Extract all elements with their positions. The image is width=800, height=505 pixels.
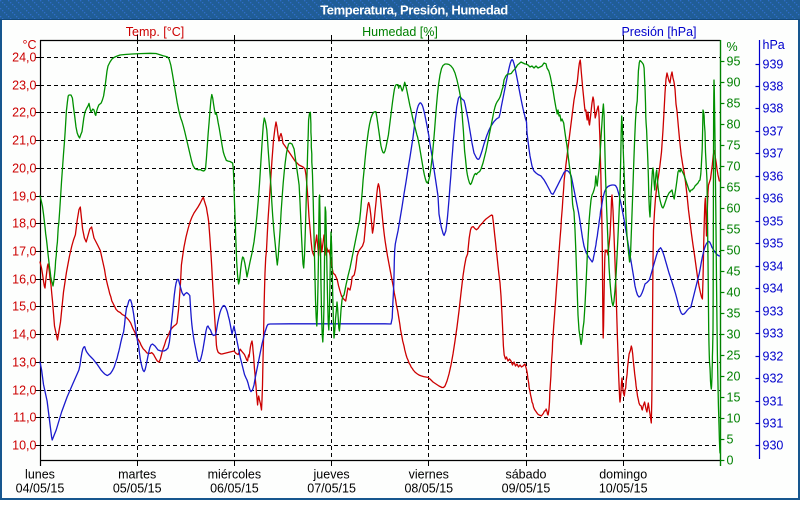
svg-text:10/05/15: 10/05/15 xyxy=(599,482,648,496)
svg-text:930: 930 xyxy=(763,439,784,453)
svg-text:11,0: 11,0 xyxy=(13,411,36,425)
svg-text:80: 80 xyxy=(727,118,741,132)
svg-text:15,0: 15,0 xyxy=(12,300,36,314)
svg-text:95: 95 xyxy=(727,55,741,69)
svg-text:0: 0 xyxy=(727,454,734,468)
svg-text:55: 55 xyxy=(727,223,741,237)
svg-text:16,0: 16,0 xyxy=(12,273,36,287)
svg-text:08/05/15: 08/05/15 xyxy=(404,482,453,496)
svg-text:933: 933 xyxy=(763,305,784,319)
svg-text:05/05/15: 05/05/15 xyxy=(113,482,162,496)
svg-text:Temp. [°C]: Temp. [°C] xyxy=(126,25,184,39)
svg-text:22,0: 22,0 xyxy=(12,106,36,120)
svg-text:14,0: 14,0 xyxy=(12,328,36,342)
svg-text:935: 935 xyxy=(763,215,784,229)
svg-text:06/05/15: 06/05/15 xyxy=(210,482,259,496)
svg-text:15: 15 xyxy=(727,391,741,405)
svg-text:70: 70 xyxy=(727,160,741,174)
svg-text:domingo: domingo xyxy=(599,468,647,482)
svg-text:5: 5 xyxy=(727,433,734,447)
svg-text:viernes: viernes xyxy=(409,468,449,482)
svg-text:sábado: sábado xyxy=(505,468,546,482)
svg-text:75: 75 xyxy=(727,139,741,153)
svg-text:45: 45 xyxy=(727,265,741,279)
svg-text:18,0: 18,0 xyxy=(12,217,36,231)
svg-text:30: 30 xyxy=(727,328,741,342)
svg-text:40: 40 xyxy=(727,286,741,300)
svg-text:932: 932 xyxy=(763,350,784,364)
svg-text:25: 25 xyxy=(727,349,741,363)
svg-text:jueves: jueves xyxy=(313,468,350,482)
svg-text:934: 934 xyxy=(763,282,784,296)
svg-text:20: 20 xyxy=(727,370,741,384)
svg-text:Presión [hPa]: Presión [hPa] xyxy=(621,25,696,39)
svg-text:lunes: lunes xyxy=(25,468,55,482)
svg-text:35: 35 xyxy=(727,307,741,321)
svg-text:19,0: 19,0 xyxy=(12,190,36,204)
svg-text:937: 937 xyxy=(763,147,784,161)
svg-text:%: % xyxy=(727,40,738,54)
svg-text:60: 60 xyxy=(727,202,741,216)
svg-text:939: 939 xyxy=(763,58,784,72)
svg-text:24,0: 24,0 xyxy=(12,51,36,65)
svg-text:17,0: 17,0 xyxy=(12,245,36,259)
svg-text:Temperatura, Presión, Humedad: Temperatura, Presión, Humedad xyxy=(320,3,508,18)
svg-text:09/05/15: 09/05/15 xyxy=(502,482,551,496)
svg-text:Humedad [%]: Humedad [%] xyxy=(362,25,438,39)
svg-text:23,0: 23,0 xyxy=(12,79,36,93)
svg-text:miércoles: miércoles xyxy=(208,468,262,482)
svg-text:938: 938 xyxy=(763,102,784,116)
svg-text:50: 50 xyxy=(727,244,741,258)
svg-text:martes: martes xyxy=(118,468,156,482)
svg-text:°C: °C xyxy=(22,38,36,52)
svg-text:936: 936 xyxy=(763,170,784,184)
svg-text:934: 934 xyxy=(763,260,784,274)
svg-text:90: 90 xyxy=(727,76,741,90)
svg-text:21,0: 21,0 xyxy=(12,134,36,148)
svg-text:85: 85 xyxy=(727,97,741,111)
svg-text:07/05/15: 07/05/15 xyxy=(307,482,356,496)
svg-text:937: 937 xyxy=(763,125,784,139)
svg-text:931: 931 xyxy=(763,395,784,409)
svg-text:10,0: 10,0 xyxy=(12,439,36,453)
svg-text:10: 10 xyxy=(727,412,741,426)
svg-text:935: 935 xyxy=(763,237,784,251)
svg-text:13,0: 13,0 xyxy=(12,356,36,370)
svg-text:931: 931 xyxy=(763,417,784,431)
svg-text:12,0: 12,0 xyxy=(12,384,36,398)
svg-text:04/05/15: 04/05/15 xyxy=(16,482,65,496)
svg-text:20,0: 20,0 xyxy=(12,162,36,176)
svg-text:hPa: hPa xyxy=(763,38,785,52)
svg-text:936: 936 xyxy=(763,192,784,206)
svg-text:65: 65 xyxy=(727,181,741,195)
svg-text:938: 938 xyxy=(763,80,784,94)
svg-text:933: 933 xyxy=(763,327,784,341)
svg-text:932: 932 xyxy=(763,372,784,386)
